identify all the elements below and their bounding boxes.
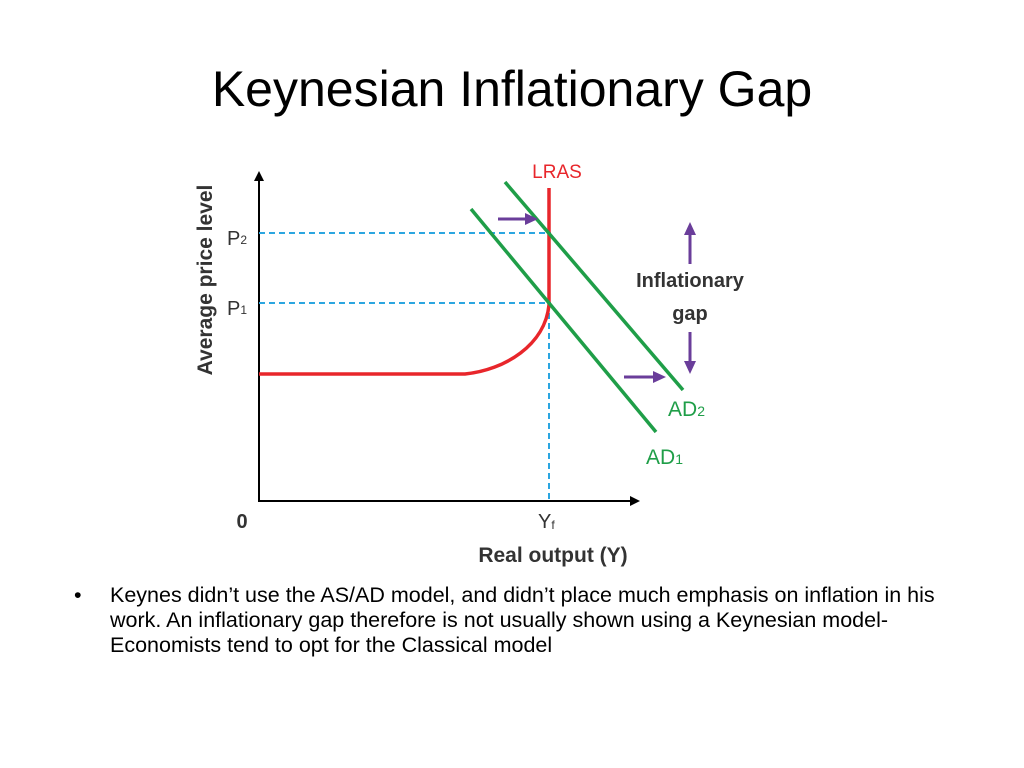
yf-label: Yf — [538, 511, 555, 533]
p2-label-main: P — [227, 228, 240, 250]
p1-label-sub: 1 — [240, 303, 247, 317]
gap-label-line2: gap — [672, 303, 708, 325]
yf-label-sub: f — [551, 518, 555, 532]
gap-label-line1: Inflationary — [636, 270, 745, 292]
ad2-label-sub: 2 — [697, 403, 705, 419]
ad2-label-main: AD — [668, 398, 697, 421]
bullet-text: Keynes didn’t use the AS/AD model, and d… — [110, 583, 935, 657]
slide-title: Keynesian Inflationary Gap — [211, 61, 813, 117]
bullet-symbol: • — [74, 583, 82, 607]
ad1-curve — [469, 207, 658, 434]
lras-label: LRAS — [532, 162, 582, 183]
p2-label-sub: 2 — [240, 233, 247, 247]
y-axis-label: Average price level — [194, 185, 217, 376]
lras-curve — [259, 188, 551, 376]
yf-label-main: Y — [538, 511, 551, 533]
p1-label: P1 — [227, 298, 247, 320]
ad1-label-sub: 1 — [675, 451, 683, 467]
ad1-label-main: AD — [646, 446, 675, 469]
ad1-label: AD1 — [646, 446, 683, 469]
p1-label-main: P — [227, 298, 240, 320]
ad2-label: AD2 — [668, 398, 705, 421]
p2-label: P2 — [227, 228, 247, 250]
x-axis-label: Real output (Y) — [478, 544, 627, 567]
origin-label: 0 — [236, 511, 247, 533]
